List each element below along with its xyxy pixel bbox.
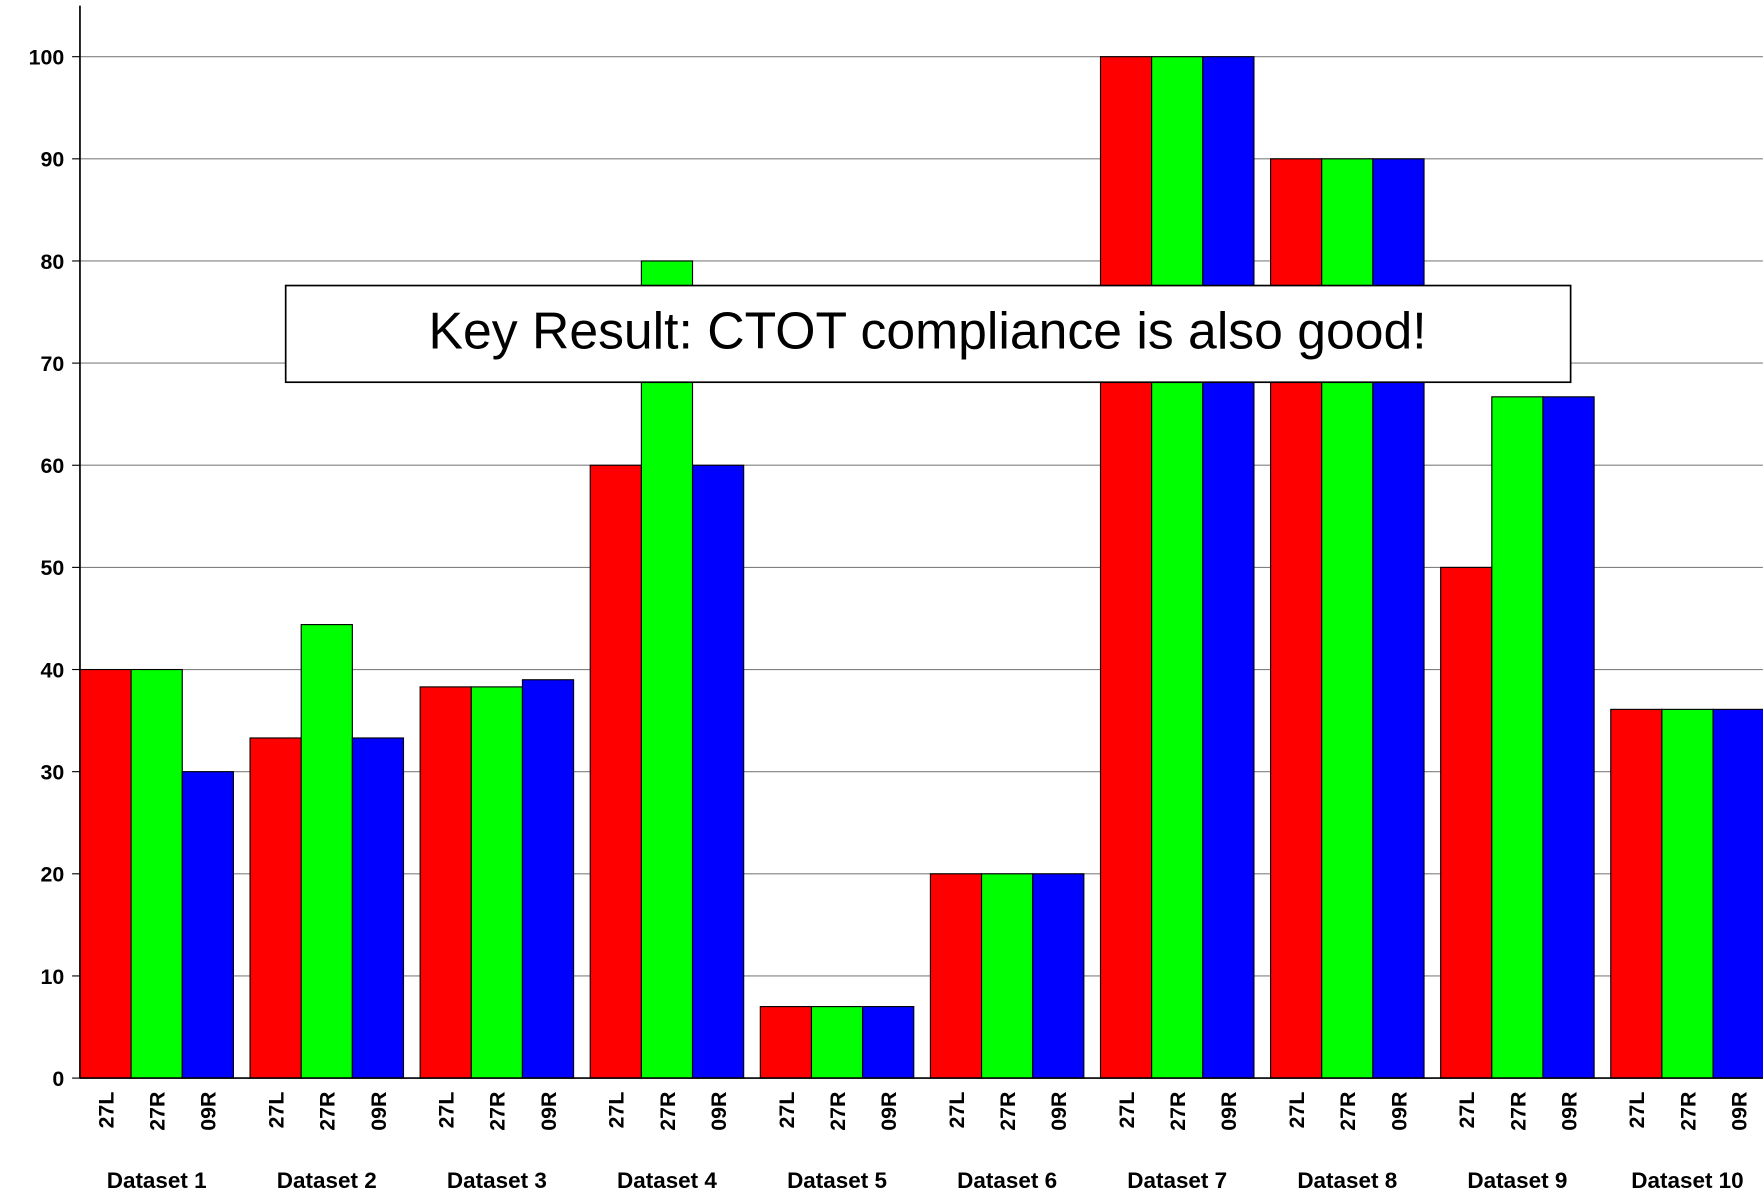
series-label: 09R — [1387, 1092, 1411, 1131]
bar — [1202, 56, 1255, 1079]
bar — [1099, 56, 1153, 1079]
bar — [249, 737, 302, 1079]
bar — [589, 464, 642, 1079]
series-label: 27L — [1625, 1092, 1649, 1129]
series-label: 27R — [486, 1092, 510, 1131]
series-label: 09R — [707, 1092, 731, 1131]
series-label: 27L — [775, 1092, 799, 1129]
series-label: 27R — [826, 1092, 850, 1131]
series-label: 09R — [197, 1092, 221, 1131]
x-tick-label: Dataset 3 — [447, 1168, 547, 1193]
bar — [79, 668, 132, 1079]
series-label: 27L — [945, 1092, 969, 1129]
series-label: 27R — [1336, 1092, 1360, 1131]
y-tick-label: 40 — [40, 658, 64, 682]
y-tick-label: 90 — [40, 148, 64, 172]
series-label: 09R — [1047, 1092, 1071, 1131]
bar — [810, 1006, 864, 1079]
bar — [1440, 566, 1493, 1079]
series-label: 27L — [94, 1092, 118, 1129]
bar — [470, 686, 524, 1079]
x-tick-label: Dataset 6 — [957, 1168, 1057, 1193]
bar — [181, 771, 234, 1079]
bar — [980, 873, 1034, 1079]
series-label: 27L — [1285, 1092, 1309, 1129]
bar — [1542, 396, 1595, 1079]
bar — [521, 679, 575, 1079]
bar — [640, 260, 694, 1079]
series-label: 27R — [1166, 1092, 1190, 1131]
y-tick-label: 20 — [40, 863, 64, 887]
series-label: 27L — [264, 1092, 288, 1129]
x-tick-label: Dataset 7 — [1127, 1168, 1227, 1193]
series-label: 27L — [1115, 1092, 1139, 1129]
y-tick-label: 0 — [52, 1067, 64, 1091]
series-label: 27R — [1676, 1092, 1700, 1131]
bar — [130, 668, 183, 1079]
bar — [1491, 396, 1544, 1079]
x-tick-label: Dataset 10 — [1631, 1168, 1743, 1193]
y-tick-label: 80 — [40, 250, 64, 274]
bar — [862, 1006, 915, 1079]
plot: 0 10 20 30 40 50 60 70 80 90 100 27L 27R 09R Dataset 1… — [29, 5, 1763, 1193]
bar — [1151, 56, 1204, 1079]
bar — [1032, 873, 1085, 1079]
annotation-box — [284, 284, 1572, 384]
bar — [1661, 708, 1714, 1079]
x-tick-label: Dataset 5 — [787, 1168, 887, 1193]
bar — [691, 464, 745, 1079]
x-tick-label: Dataset 1 — [107, 1168, 207, 1193]
annotation: Key Result: CTOT compliance is also good… — [429, 302, 1427, 360]
series-label: 09R — [877, 1092, 901, 1131]
series-label: 09R — [1557, 1092, 1581, 1131]
x-tick-label: Dataset 9 — [1467, 1168, 1567, 1193]
series-label: 27R — [656, 1092, 680, 1131]
series-label: 09R — [1217, 1092, 1241, 1131]
series-label: 09R — [537, 1092, 561, 1131]
bar — [1712, 708, 1763, 1079]
series-label: 27R — [146, 1092, 170, 1131]
x-tick-label: Dataset 2 — [277, 1168, 377, 1193]
x-tick-label: Dataset 8 — [1297, 1168, 1397, 1193]
series-label: 27R — [996, 1092, 1020, 1131]
series-label: 27R — [316, 1092, 340, 1131]
bar — [419, 686, 472, 1079]
bar — [929, 873, 983, 1079]
series-label: 09R — [367, 1092, 391, 1131]
y-tick-label: 70 — [40, 352, 64, 376]
series-label: 27R — [1506, 1092, 1530, 1131]
bar — [300, 624, 353, 1079]
series-label: 09R — [1727, 1092, 1751, 1131]
y-tick-label: 100 — [29, 46, 65, 70]
y-tick-label: 50 — [40, 556, 64, 580]
y-tick-label: 60 — [40, 454, 64, 478]
y-tick-label: 30 — [40, 761, 64, 785]
bar — [351, 737, 405, 1079]
x-tick-label: Dataset 4 — [617, 1168, 717, 1193]
y-tick-label: 10 — [40, 965, 64, 989]
series-label: 27L — [605, 1092, 629, 1129]
bar — [1610, 708, 1663, 1079]
bar — [759, 1006, 813, 1079]
series-label: 27L — [435, 1092, 459, 1129]
series-label: 27L — [1455, 1092, 1479, 1129]
